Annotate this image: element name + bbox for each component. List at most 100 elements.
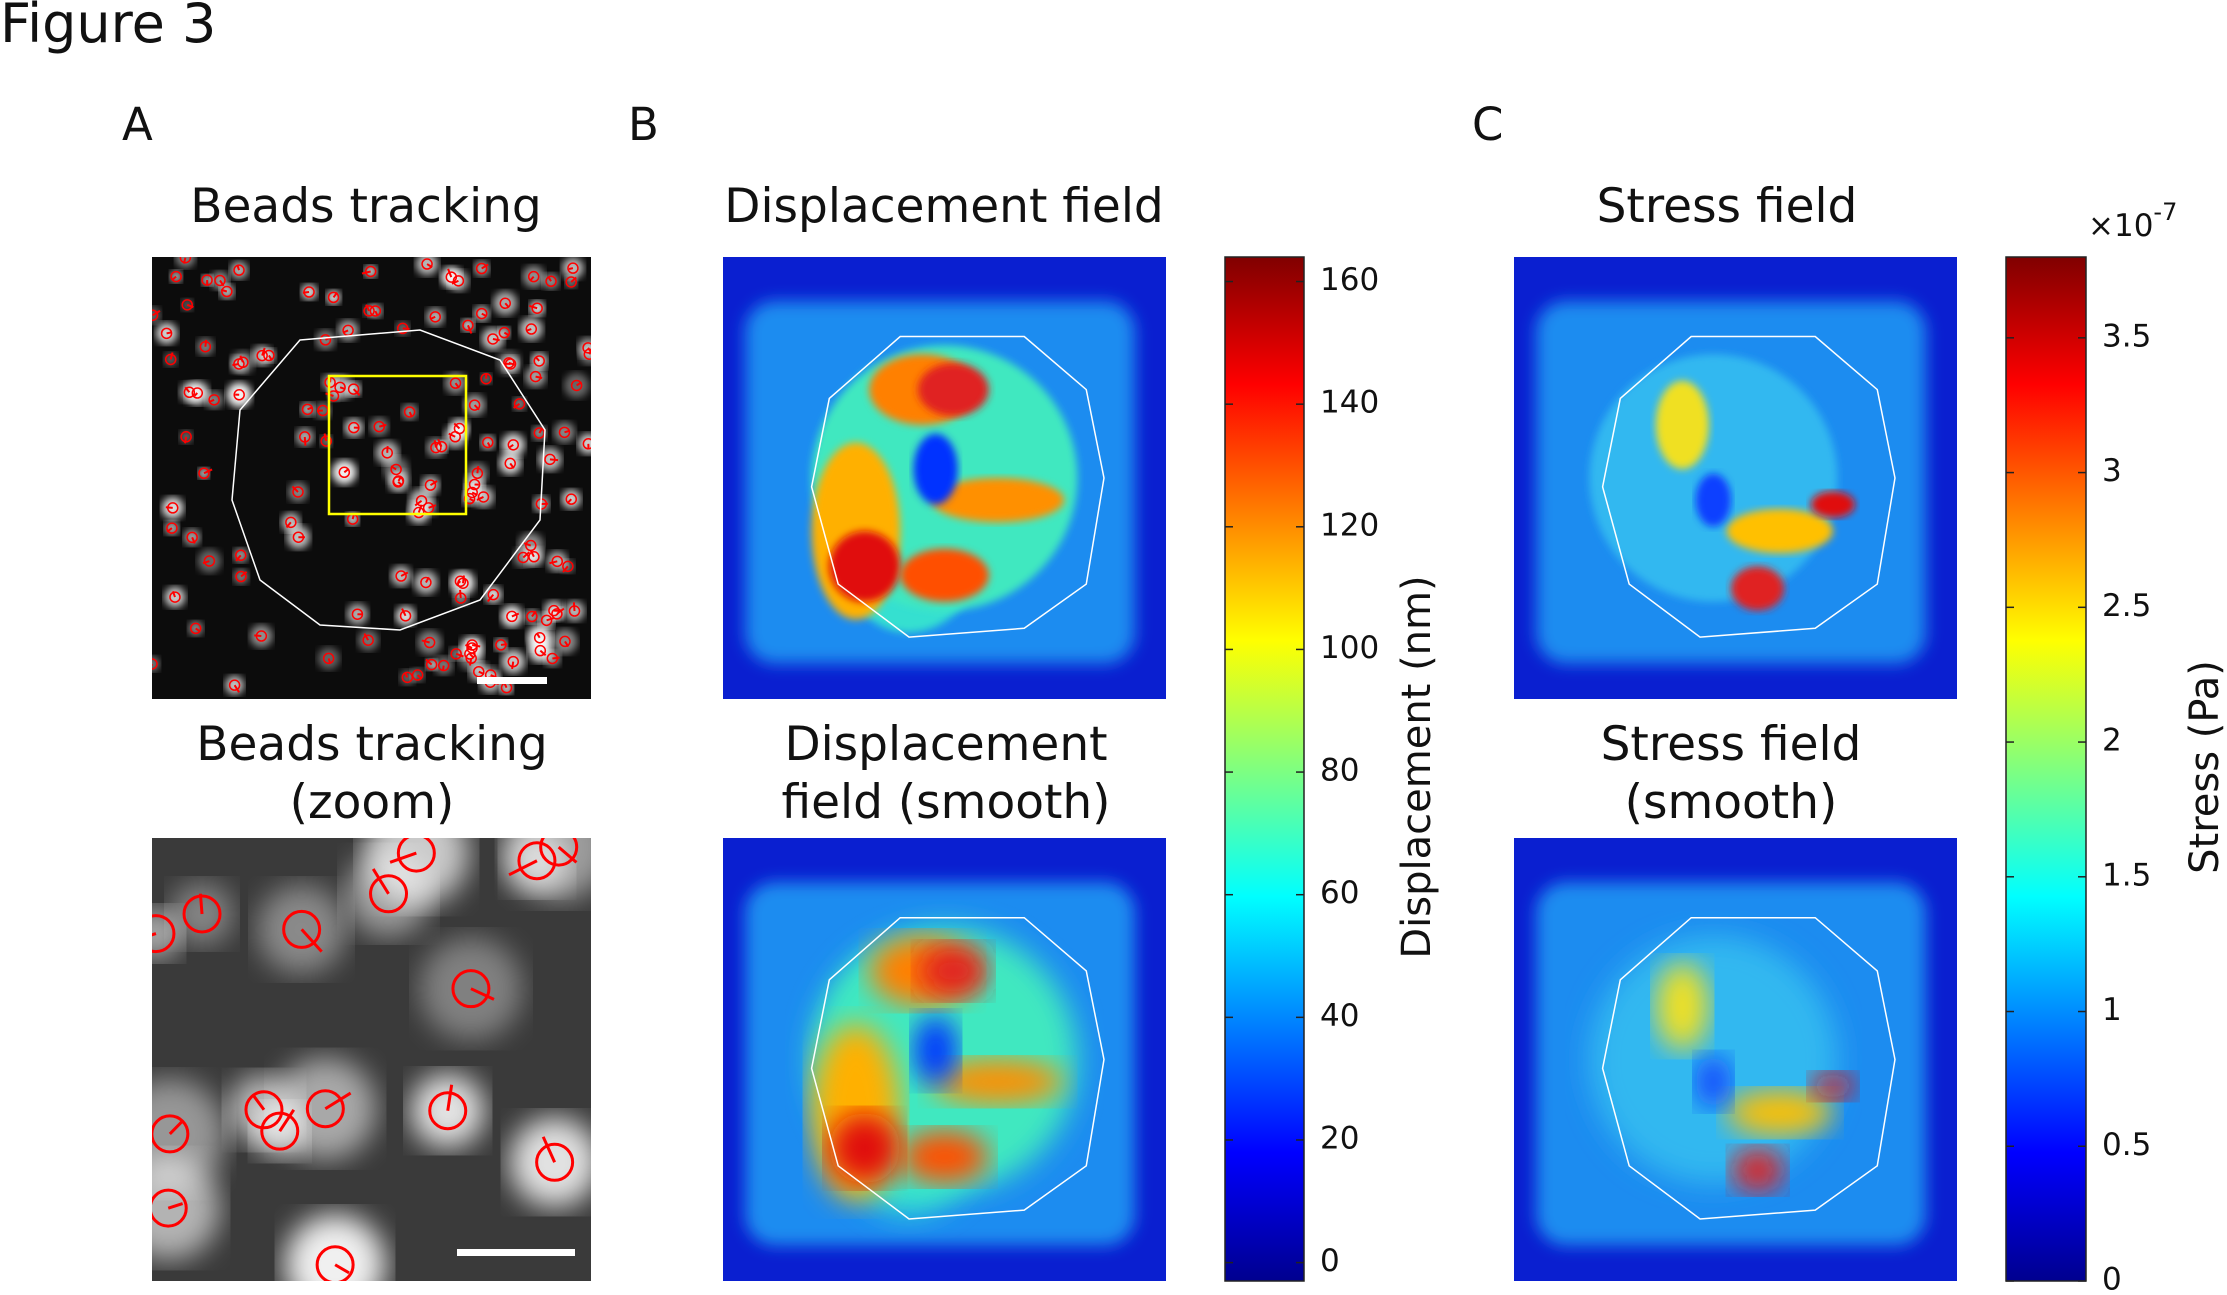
tracked-bead [362,634,374,646]
tracked-bead [540,614,553,627]
bead-arrow [523,542,532,547]
bead-arrow [529,275,535,282]
bead-arrow [183,257,187,264]
bead-arrow [303,436,307,446]
bead-arrow [538,427,544,434]
tracked-bead [559,635,571,648]
tracked-bead [292,486,304,498]
map-hotspot [913,1015,958,1087]
tracked-bead [233,389,245,401]
bead-arrow [193,392,199,397]
tracked-bead [221,285,233,298]
bead [578,433,591,455]
bead-arrow [323,433,328,442]
tracked-bead [214,274,226,287]
map-hotspot [1726,1090,1833,1135]
tracked-bead [166,522,178,534]
bead-arrow [220,288,228,293]
bead-arrow [536,633,541,639]
tracked-bead [301,403,314,416]
bead-arrow [285,521,292,529]
tracked-bead [504,457,516,470]
bead-arrow [278,1109,296,1133]
bead-arrow [195,627,200,632]
map-hotspot [900,548,989,602]
bead-arrow [371,868,390,895]
panel-label: B [628,98,659,151]
tracked-bead [315,1245,355,1281]
panel-label: A [122,98,153,151]
bead-arrow [428,504,437,509]
bead-arrow [235,554,242,562]
tracked-bead [582,342,591,354]
bead-arrow [232,362,240,367]
tracked-bead [487,588,500,601]
bead-arrow [587,347,591,354]
bead-arrow [251,1093,266,1111]
map-hotspot [931,1059,1065,1104]
tracked-bead [420,576,432,589]
bead-arrow [408,411,413,417]
tracked-bead [421,258,433,270]
bead-arrow [374,310,379,317]
bead-arrow [453,422,461,430]
colorbar-label: Displacement (nm) [1394,575,1440,958]
tick-label: 40 [1320,998,1359,1034]
cell-outline [810,335,1105,638]
bead-arrow [302,291,310,294]
tracked-bead [322,652,335,665]
tracked-bead [567,262,579,274]
colorbar [1224,256,1305,1282]
tracked-bead [189,622,202,635]
bead-arrow [492,338,500,342]
bead-arrow [459,589,462,599]
bead-arrow [469,653,474,658]
tracked-bead [403,406,416,418]
bead-arrow [486,441,492,448]
bead-arrow [425,658,433,666]
tracked-bead [347,383,360,395]
bead [481,327,505,351]
bead-arrow [508,859,538,877]
scale-bar [457,1249,575,1256]
bead-arrow [456,580,462,585]
tracked-bead [183,386,196,399]
bead-arrow [562,565,569,573]
bead-arrow [361,270,371,275]
tracked-bead [565,493,578,505]
tick-label: 60 [1320,875,1359,911]
bead-arrow [430,315,436,320]
tracked-bead [428,1091,468,1131]
tick-label: 0 [1320,1243,1340,1279]
tracked-bead [526,610,538,623]
tracked-bead [475,262,488,275]
bead [578,337,591,358]
tracked-bead [285,516,297,529]
image-title: Beads tracking (zoom) [196,717,548,830]
tick-label: 1 [2102,992,2122,1028]
map-hotspot [913,433,958,505]
bead-arrow [198,893,204,915]
tracked-bead [396,838,436,873]
bead-arrow [552,656,560,660]
tracked-bead [528,551,540,563]
tick-label: 160 [1320,262,1379,298]
zoom-box [327,374,468,516]
bead [161,496,184,519]
tracked-bead [263,349,275,362]
tick-label: 0.5 [2102,1127,2151,1163]
tracked-bead [517,841,557,881]
bead-arrow [166,331,172,335]
map-hotspot [1655,962,1709,1051]
tracked-bead [525,323,538,335]
colorbar-label: Stress (Pa) [2182,660,2227,874]
tracked-bead [529,370,542,383]
bead-arrow [233,684,240,693]
tick-label: 0 [2102,1262,2122,1295]
bead [419,937,523,1041]
bead-arrow [167,1202,184,1210]
cell-outline [231,329,546,631]
map-hotspot [829,1112,901,1184]
tracked-bead [453,422,466,435]
image-title: Stress field [1597,179,1858,234]
